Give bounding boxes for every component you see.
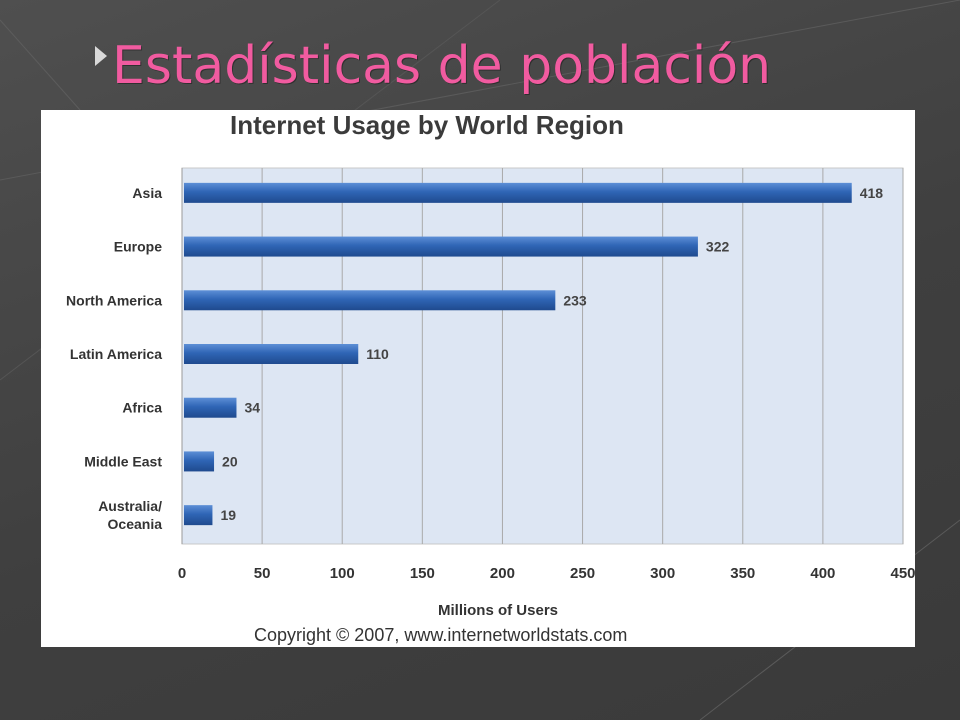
copyright-text: Copyright © 2007, www.internetworldstats…	[254, 625, 627, 645]
category-label: Asia	[132, 185, 162, 201]
value-label: 19	[220, 507, 236, 523]
category-label: Latin America	[70, 346, 162, 362]
value-label: 20	[222, 453, 238, 469]
bar	[184, 182, 852, 203]
category-label: Europe	[114, 239, 162, 255]
x-tick-label: 250	[570, 565, 595, 582]
gridlines	[261, 168, 904, 544]
bar-chart: Internet Usage by World Region Asia Europ…	[66, 110, 915, 645]
value-label: 418	[860, 185, 884, 201]
value-label: 322	[706, 239, 730, 255]
x-tick-label: 400	[810, 565, 835, 582]
value-label: 34	[244, 400, 260, 416]
category-label: Australia/Oceania	[98, 498, 162, 532]
value-labels: 418 322 233 110 34 20 19	[220, 185, 883, 523]
category-labels: Asia Europe North America Latin America Afri…	[66, 185, 162, 532]
x-tick-label: 350	[730, 565, 755, 582]
value-label: 110	[366, 346, 389, 362]
value-label: 233	[563, 292, 587, 308]
category-label: Africa	[122, 400, 162, 416]
bar	[184, 236, 698, 257]
chart-title: Internet Usage by World Region	[230, 110, 624, 140]
category-label: North America	[66, 292, 162, 308]
bars-group	[184, 182, 852, 526]
x-tick-label: 450	[890, 565, 915, 582]
category-label: Middle East	[84, 453, 162, 469]
x-tick-label: 0	[178, 565, 186, 582]
x-tick-label: 100	[330, 565, 355, 582]
slide-title: Estadísticas de población	[112, 36, 772, 96]
x-tick-label: 150	[410, 565, 435, 582]
bar	[184, 290, 556, 311]
bar	[184, 344, 359, 364]
arrow-bullet-icon	[95, 46, 107, 66]
bar	[184, 505, 213, 526]
x-tick-label: 300	[650, 565, 675, 582]
x-tick-label: 200	[490, 565, 515, 582]
x-axis-title: Millions of Users	[438, 602, 558, 619]
bar	[184, 451, 215, 472]
x-tick-label: 50	[254, 565, 271, 582]
bar	[184, 397, 237, 418]
x-tick-labels: 0 50 100 150 200 250 300 350 400 450	[178, 565, 915, 582]
chart-image: Internet Usage by World Region Asia Europ…	[41, 110, 915, 647]
